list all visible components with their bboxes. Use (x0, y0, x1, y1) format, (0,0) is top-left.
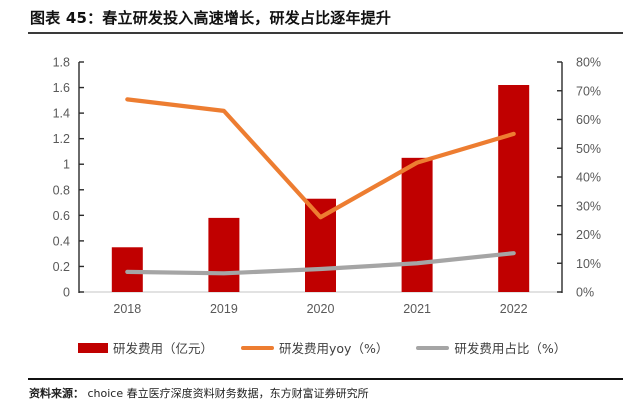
left-axis-tick-label: 1.2 (53, 132, 70, 146)
red-bar-swatch-icon (78, 342, 108, 353)
right-axis-tick-label: 60% (576, 113, 601, 127)
title-divider-line (28, 32, 623, 34)
x-axis-label-2021: 2021 (403, 302, 431, 316)
left-axis-tick-label: 1.4 (53, 107, 70, 121)
line-series-share (125, 251, 516, 276)
bar-2021 (401, 157, 433, 292)
source-text: choice 春立医疗深度资料财务数据，东方财富证券研究所 (84, 387, 369, 400)
combo-chart: 0 0.2 0.4 0.6 0.8 1 1.2 1.4 1.6 1.8 0% 10% 20% 30% 40%… (53, 56, 601, 317)
right-axis-tick-label: 50% (576, 142, 601, 156)
legend-item-rd-yoy: 研发费用yoy（%） (241, 338, 388, 357)
source-note: 资料来源： choice 春立医疗深度资料财务数据，东方财富证券研究所 (29, 385, 629, 401)
legend-label: 研发费用（亿元） (113, 341, 214, 356)
footer-divider-line (28, 378, 623, 380)
bar-2022 (498, 85, 530, 292)
left-axis-tick-label: 1 (63, 158, 70, 172)
left-axis-tick-label: 0.8 (53, 183, 70, 197)
right-axis-tick-label: 30% (576, 199, 601, 213)
right-axis-tick-label: 0% (576, 286, 594, 300)
right-axis-tick-label: 70% (576, 84, 601, 98)
x-axis-label-2018: 2018 (113, 302, 141, 316)
left-axis-tick-label: 0.2 (53, 260, 70, 274)
x-axis-label-2020: 2020 (307, 302, 335, 316)
right-axis-tick-label: 40% (576, 171, 601, 185)
right-axis-tick-label: 10% (576, 257, 601, 271)
left-axis-tick-label: 0.4 (53, 234, 70, 248)
orange-line-swatch-icon (241, 345, 275, 350)
bar-2018 (111, 247, 143, 292)
right-axis-tick-label: 20% (576, 228, 601, 242)
left-axis-tick-label: 0 (63, 286, 70, 300)
right-axis-tick-label: 80% (576, 56, 601, 70)
legend-label: 研发费用占比（%） (454, 341, 567, 356)
source-label: 资料来源： (29, 387, 84, 400)
left-axis-tick-label: 0.6 (53, 209, 70, 223)
chart-legend: 研发费用（亿元） 研发费用yoy（%） 研发费用占比（%） (78, 338, 566, 357)
legend-item-rd-share: 研发费用占比（%） (416, 338, 566, 357)
legend-label: 研发费用yoy（%） (279, 341, 389, 356)
gray-line-swatch-icon (416, 345, 450, 350)
bar-2019 (208, 217, 240, 292)
left-axis-tick-label: 1.6 (53, 81, 70, 95)
legend-item-rd-expense: 研发费用（亿元） (78, 338, 213, 357)
left-axis-tick-label: 1.8 (53, 56, 70, 70)
line-series-yoy (125, 97, 516, 220)
x-axis-label-2019: 2019 (210, 302, 238, 316)
figure-title: 图表 45：春立研发投入高速增长，研发占比逐年提升 (30, 9, 392, 27)
x-axis-label-2022: 2022 (500, 302, 528, 316)
